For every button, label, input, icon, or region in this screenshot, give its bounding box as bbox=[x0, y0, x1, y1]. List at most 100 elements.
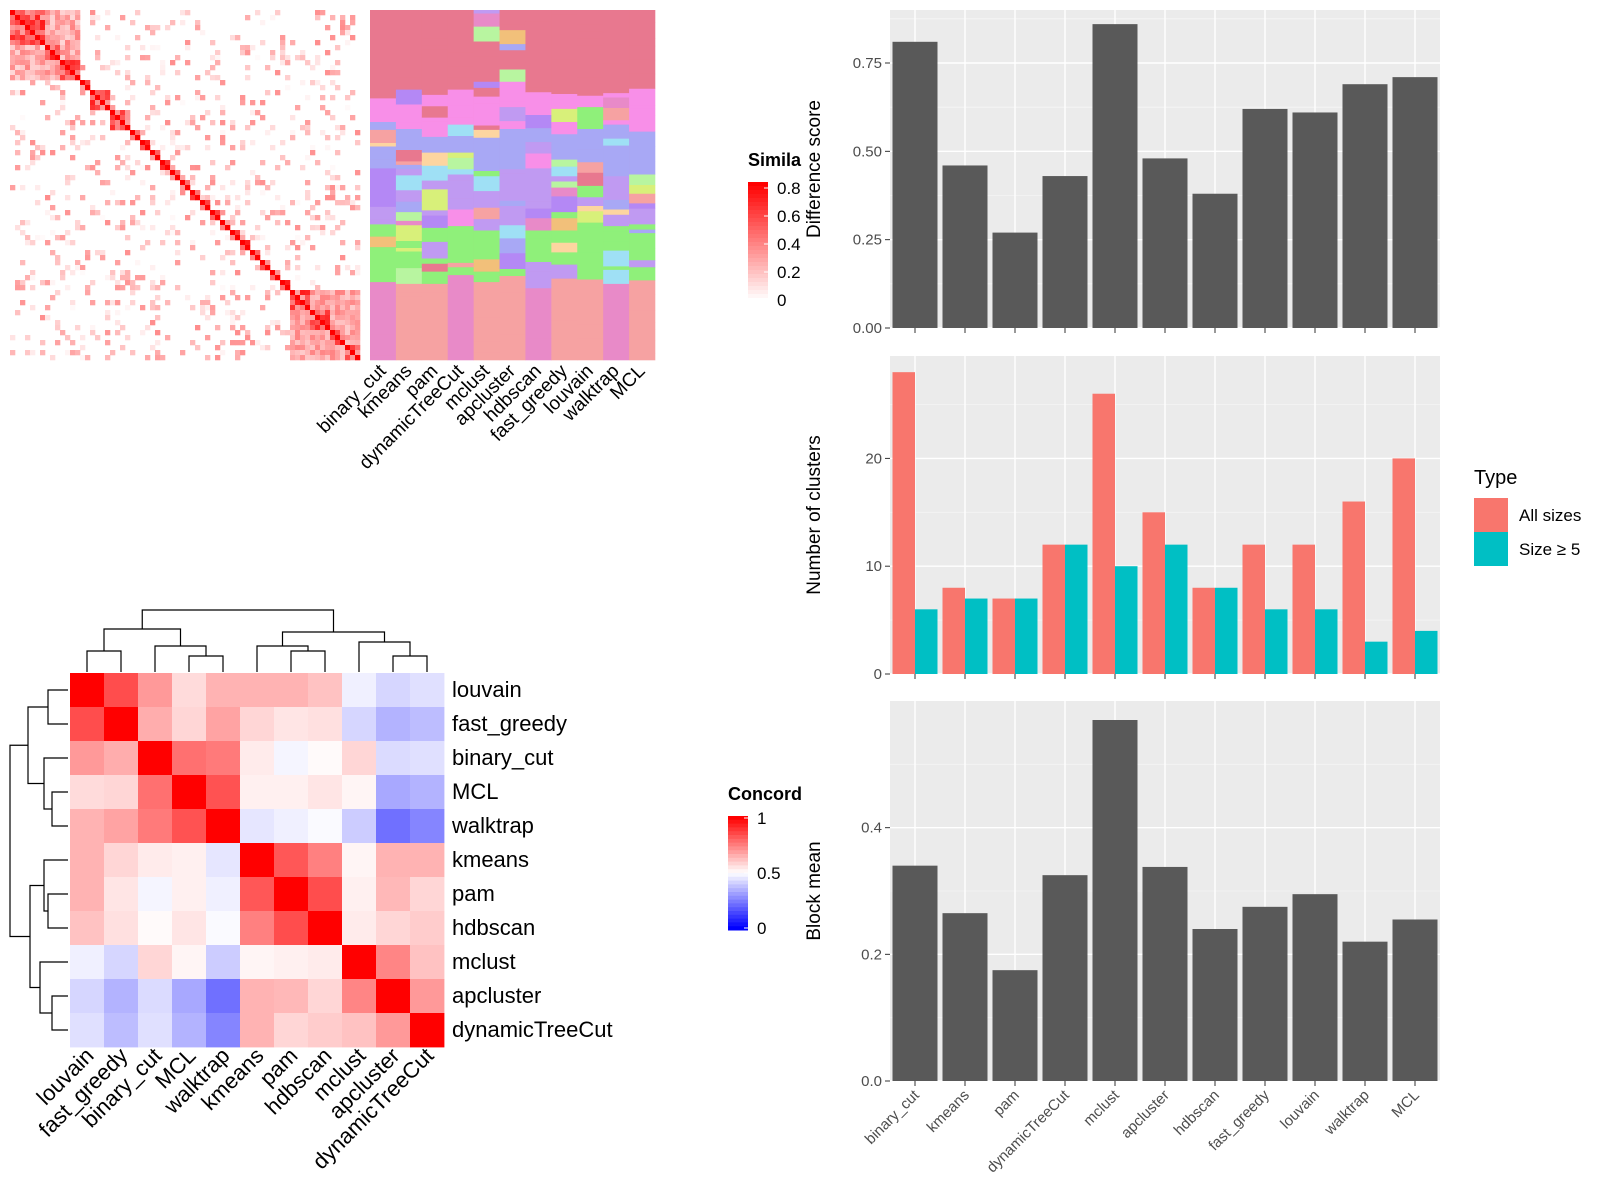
assignment-cell bbox=[370, 143, 397, 147]
assignment-cell bbox=[421, 336, 449, 343]
assignment-cell bbox=[551, 297, 578, 305]
similarity-cell bbox=[20, 90, 26, 96]
similarity-cell bbox=[80, 265, 86, 271]
similarity-cell bbox=[215, 345, 221, 351]
similarity-cell bbox=[350, 345, 356, 351]
similarity-cell bbox=[250, 110, 256, 116]
concordance-cell bbox=[172, 741, 207, 776]
similarity-cell bbox=[220, 270, 226, 276]
similarity-cell bbox=[280, 280, 286, 286]
similarity-cell bbox=[235, 340, 241, 346]
similarity-cell bbox=[290, 340, 296, 346]
similarity-cell bbox=[75, 350, 81, 356]
concordance-cell bbox=[138, 877, 173, 912]
similarity-cell bbox=[80, 140, 86, 146]
similarity-cell bbox=[355, 240, 361, 246]
similarity-cell bbox=[115, 60, 121, 66]
similarity-cell bbox=[255, 250, 261, 256]
bar bbox=[992, 970, 1038, 1081]
assignment-cell bbox=[499, 304, 526, 321]
similarity-cell bbox=[310, 300, 316, 306]
similarity-cell bbox=[275, 10, 281, 16]
similarity-cell bbox=[170, 190, 176, 196]
similarity-cell bbox=[340, 305, 346, 311]
assignment-cell bbox=[421, 165, 449, 181]
y-tick-label: 0.25 bbox=[853, 232, 882, 249]
concordance-cell bbox=[308, 877, 343, 912]
similarity-cell bbox=[160, 65, 166, 71]
similarity-cell bbox=[230, 235, 236, 241]
similarity-cell bbox=[305, 95, 311, 101]
similarity-cell bbox=[345, 25, 351, 31]
similarity-cell bbox=[35, 75, 41, 81]
similarity-cell bbox=[75, 70, 81, 76]
similarity-cell bbox=[90, 165, 96, 171]
similarity-cell bbox=[125, 250, 131, 256]
similarity-cell bbox=[135, 220, 141, 226]
assignment-cell bbox=[447, 169, 474, 175]
similarity-cell bbox=[335, 85, 341, 91]
assignment-cell bbox=[525, 142, 552, 154]
legend-gradient-step bbox=[748, 238, 768, 243]
similarity-cell bbox=[120, 160, 126, 166]
similarity-cell bbox=[275, 290, 281, 296]
similarity-cell bbox=[215, 200, 221, 206]
assignment-cell bbox=[629, 340, 656, 354]
similarity-cell bbox=[130, 135, 136, 141]
concordance-cell bbox=[410, 877, 445, 912]
concordance-cell bbox=[376, 979, 411, 1014]
legend-gradient-step bbox=[748, 226, 768, 231]
similarity-cell bbox=[160, 60, 166, 66]
similarity-cell bbox=[290, 350, 296, 356]
assignment-cell bbox=[577, 343, 604, 348]
similarity-cell bbox=[260, 305, 266, 311]
assignment-cell bbox=[551, 320, 578, 335]
concordance-cell bbox=[376, 741, 411, 776]
similarity-legend-tick-label: 0.2 bbox=[777, 263, 801, 282]
similarity-cell bbox=[260, 210, 266, 216]
concordance-row-label: louvain bbox=[452, 677, 522, 702]
method-x-tick-label: binary_cut bbox=[862, 1086, 924, 1148]
concordance-cell bbox=[274, 775, 309, 810]
assignment-cell bbox=[473, 259, 500, 272]
similarity-cell bbox=[195, 195, 201, 201]
similarity-cell bbox=[30, 20, 36, 26]
similarity-cell bbox=[195, 190, 201, 196]
legend-label: All sizes bbox=[1519, 506, 1581, 525]
similarity-cell bbox=[305, 320, 311, 326]
similarity-cell bbox=[205, 195, 211, 201]
bar-all-sizes bbox=[892, 372, 915, 674]
similarity-cell bbox=[310, 225, 316, 231]
concordance-cell bbox=[308, 843, 343, 878]
similarity-cell bbox=[295, 305, 301, 311]
assignment-cell bbox=[551, 252, 578, 265]
similarity-cell bbox=[135, 35, 141, 41]
similarity-cell bbox=[230, 180, 236, 186]
similarity-cell bbox=[70, 20, 76, 26]
similarity-cell bbox=[340, 320, 346, 326]
similarity-cell bbox=[345, 290, 351, 296]
similarity-cell bbox=[280, 140, 286, 146]
similarity-cell bbox=[245, 190, 251, 196]
similarity-cell bbox=[330, 290, 336, 296]
similarity-cell bbox=[220, 255, 226, 261]
similarity-cell bbox=[125, 280, 131, 286]
similarity-cell bbox=[325, 355, 331, 361]
similarity-cell bbox=[50, 40, 56, 46]
assignment-cell bbox=[473, 171, 500, 177]
similarity-cell bbox=[190, 245, 196, 251]
assignment-cell bbox=[370, 20, 397, 34]
similarity-cell bbox=[125, 115, 131, 121]
dendrogram-branch bbox=[51, 995, 68, 1031]
similarity-cell bbox=[65, 180, 71, 186]
concordance-cell bbox=[104, 843, 139, 878]
similarity-cell bbox=[20, 40, 26, 46]
concordance-cell bbox=[104, 741, 139, 776]
similarity-cell bbox=[350, 335, 356, 341]
assignment-cell bbox=[499, 238, 526, 254]
similarity-cell bbox=[105, 200, 111, 206]
similarity-cell bbox=[280, 205, 286, 211]
assignment-cell bbox=[629, 260, 656, 268]
similarity-cell bbox=[305, 190, 311, 196]
similarity-cell bbox=[320, 345, 326, 351]
